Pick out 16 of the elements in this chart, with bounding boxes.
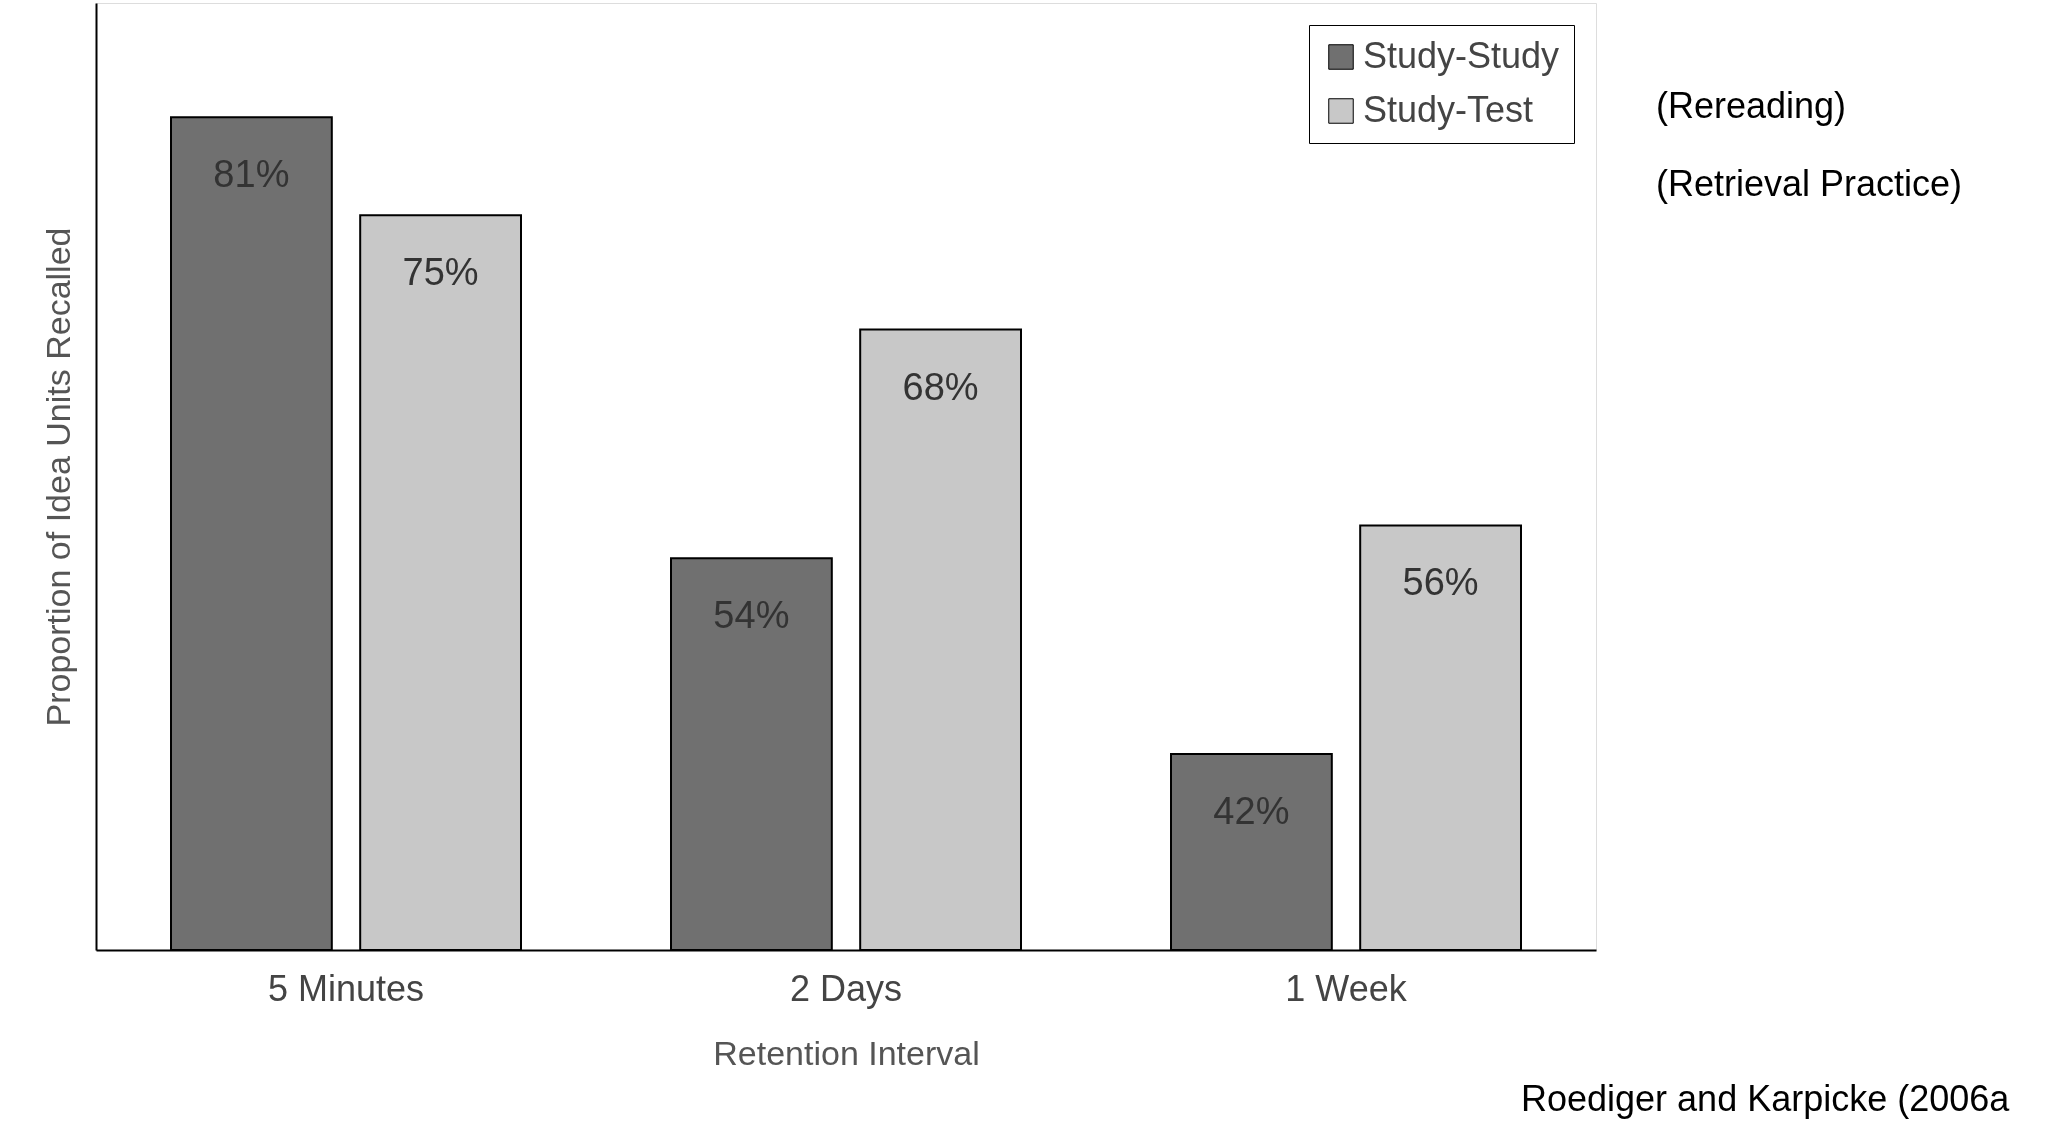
data-label: 54%	[713, 594, 790, 637]
text: (Retrieval Practice)	[1656, 163, 1963, 204]
x-tick-label: 1 Week	[1285, 967, 1408, 1009]
data-label: 75%	[402, 251, 479, 294]
data-label: 81%	[213, 153, 290, 196]
text: Roediger and Karpicke (2006a	[1521, 1078, 2011, 1119]
x-tick-label: 5 Minutes	[267, 967, 425, 1009]
data-label: 56%	[1402, 561, 1479, 604]
legend-label: Study-Test	[1363, 89, 1534, 130]
x-axis-title: Retention Interval	[713, 1033, 980, 1072]
x-tick-label: 2 Days	[789, 967, 903, 1009]
legend-label: Study-Study	[1363, 35, 1560, 76]
data-label: 68%	[902, 365, 979, 408]
data-label: 42%	[1213, 790, 1290, 833]
y-axis-title: Proportion of Idea Units Recalled	[38, 227, 77, 727]
text: (Rereading)	[1656, 85, 1847, 126]
